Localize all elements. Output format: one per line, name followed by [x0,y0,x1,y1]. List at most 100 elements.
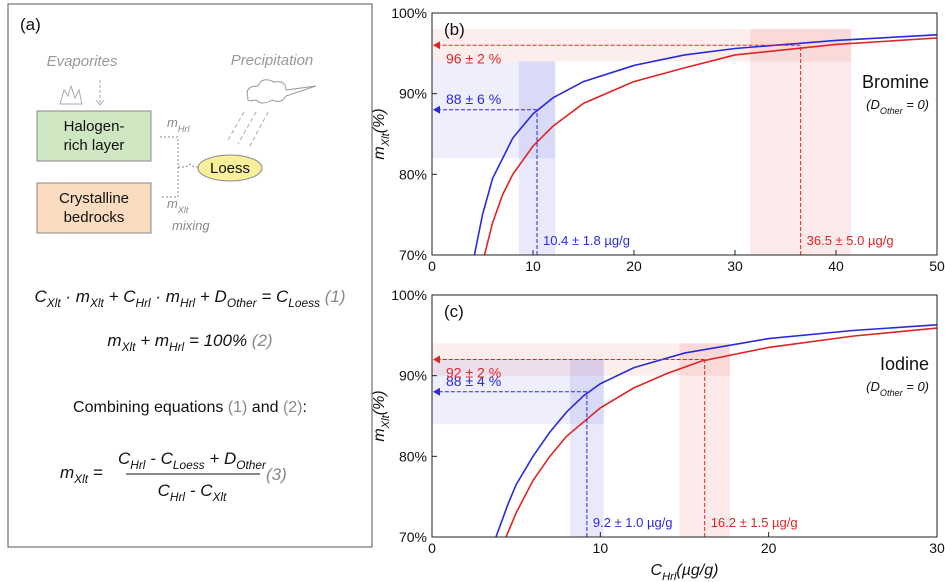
x-estimate-label: 9.2 ± 1.0 µg/g [593,515,673,530]
subscript: Other [880,106,904,116]
m-xlt-label: mXlt [167,196,189,215]
text-part: C [651,562,663,579]
fit-curve [495,324,937,537]
x-tick-label: 30 [929,540,945,556]
text-part: (µg/g) [676,562,718,579]
equation-3-numerator: CHrl - CLoess + DOther [118,449,267,472]
combining-text: Combining equations (1) and (2): [73,399,307,416]
text-part: m [167,115,178,130]
text-part: m [371,428,388,441]
mixing-label: mixing [172,218,210,233]
equation-3-number: (3) [266,465,287,484]
fit-curve [505,327,937,537]
text-part: m [371,146,388,159]
text-part: · m [151,287,180,306]
equation-3-lhs: mXlt = [60,463,103,486]
x-tick-label: 10 [593,540,609,556]
panel-a: (a) Evaporites Precipitation Halogen- ri… [20,15,345,504]
subscript: Hrl [169,340,185,354]
condition-label: (DOther = 0) [866,97,929,116]
text-part: = 0) [903,379,929,394]
fit-curve [473,33,937,255]
text-part: · m [61,287,90,306]
equation-3-denominator: CHrl - CXlt [158,481,227,504]
subscript: Other [880,388,904,398]
panel-label: (a) [20,15,41,34]
text-part: C [158,481,171,500]
subscript: Xlt [380,414,392,429]
equation-2: mXlt + mHrl = 100% (2) [107,331,272,354]
text-part: (%) [371,390,388,415]
text-part: (%) [371,108,388,133]
equation-1: CXlt · mXlt + CHrl · mHrl + DOther = CLo… [35,287,346,310]
bedrock-box [36,182,152,234]
crystal-icon [59,84,83,105]
text-part: C [35,287,48,306]
y-tick-label: 80% [399,448,427,464]
text-part: + C [104,287,136,306]
element-label: Bromine [862,72,929,92]
evaporites-label: Evaporites [47,53,118,70]
plot-area [432,29,937,255]
arrow-head [95,99,105,106]
y-estimate-label: 88 ± 4 % [446,373,501,389]
plot-area [432,324,937,537]
subscript: Hrl [178,124,191,134]
loess-label: Loess [210,160,250,177]
y-tick-label: 70% [399,247,427,263]
text-part: + D [205,449,237,468]
y-tick-label: 100% [391,287,427,303]
equation-number: (1) [320,287,346,306]
fit-curve [483,37,937,255]
arrow-head [433,105,440,114]
x-axis-title: CHrl(µg/g) [651,562,719,582]
text-part: = C [257,287,289,306]
text-part: - C [185,481,213,500]
equation-number: (1) [228,399,248,416]
x-tick-label: 20 [626,258,642,274]
halogen-label: rich layer [64,137,125,154]
subscript: Xlt [121,340,137,354]
text-part: and [247,399,283,416]
y-tick-label: 70% [399,529,427,545]
x-tick-label: 10 [525,258,541,274]
subscript: Hrl [170,490,186,504]
x-estimate-label: 10.4 ± 1.8 µg/g [543,233,630,248]
element-label: Iodine [880,354,929,374]
mixing-brace [160,136,202,198]
subscript: Xlt [73,472,89,486]
x-tick-label: 0 [428,540,436,556]
y-tick-label: 90% [399,368,427,384]
panel-label: (c) [444,302,464,321]
condition-label: (DOther = 0) [866,379,929,398]
text-part: (D [866,379,880,394]
equation-number: (2) [247,331,273,350]
subscript: Other [236,458,267,472]
y-tick-label: 100% [391,5,427,21]
text-part: m [60,463,74,482]
plot-frame [431,12,938,256]
y-estimate-label: 88 ± 6 % [446,91,501,107]
x-estimate-label: 36.5 ± 5.0 µg/g [807,233,894,248]
text-part: + D [195,287,227,306]
equation-number: (2) [283,399,303,416]
text-part: (D [866,97,880,112]
text-part: m [167,196,178,211]
y-estimate-label: 92 ± 2 % [446,365,501,381]
subscript: Loess [173,458,205,472]
y-axis-title: mXlt(%) [371,108,392,159]
loess-ellipse [197,154,263,182]
text-part: Combining equations [73,399,228,416]
rain-line [227,111,245,141]
subscript: Xlt [46,296,62,310]
x-tick-label: 20 [761,540,777,556]
text-part: + m [135,331,169,350]
bedrock-label: bedrocks [64,209,125,226]
arrow-head [433,355,440,364]
y-tick-label: 90% [399,86,427,102]
x-estimate-label: 16.2 ± 1.5 µg/g [711,515,798,530]
rain-line [237,111,257,145]
x-tick-label: 0 [428,258,436,274]
halogen-label: Halogen- [64,118,125,135]
text-part: = [88,463,103,482]
